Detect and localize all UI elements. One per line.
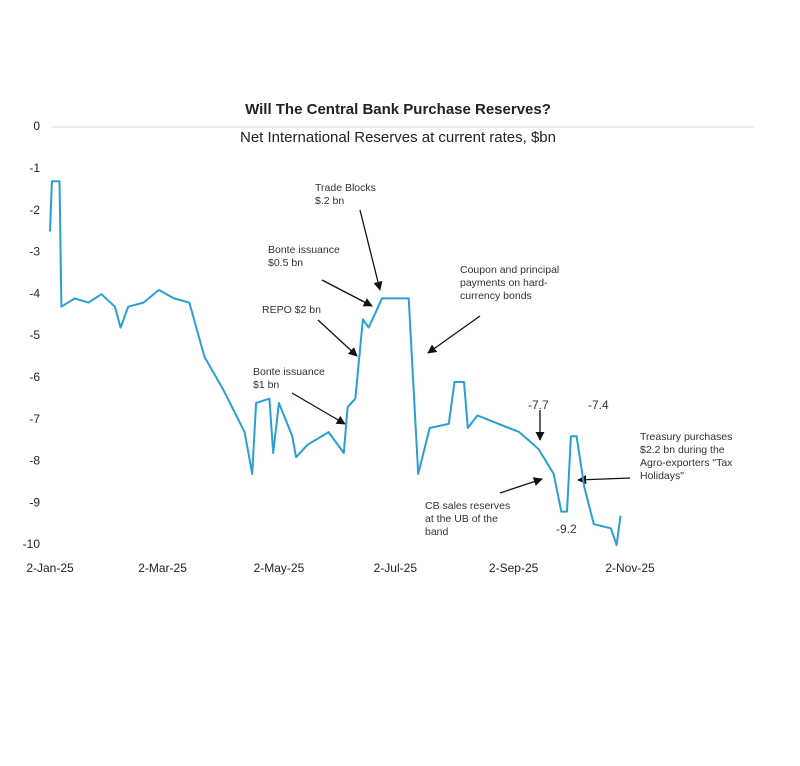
annotation: Coupon and principal bbox=[460, 264, 559, 276]
arrows bbox=[291, 209, 631, 494]
y-tick-label: -3 bbox=[29, 245, 40, 259]
y-tick-label: -4 bbox=[29, 286, 40, 300]
annotation: $1 bn bbox=[253, 379, 279, 391]
annotation: CB sales reserves bbox=[425, 500, 510, 512]
chart-subtitle: Net International Reserves at current ra… bbox=[240, 129, 556, 146]
x-tick-label: 2-Sep-25 bbox=[489, 561, 539, 575]
x-tick-label: 2-Jul-25 bbox=[374, 561, 418, 575]
annotation: Agro-exporters "Tax bbox=[640, 457, 733, 469]
annotation: Bonte issuance bbox=[253, 366, 325, 378]
annotation: -7.4 bbox=[588, 398, 609, 412]
annotation: payments on hard- bbox=[460, 277, 548, 289]
y-tick-label: -10 bbox=[23, 537, 41, 551]
y-tick-label: -8 bbox=[29, 454, 40, 468]
x-tick-label: 2-Nov-25 bbox=[605, 561, 655, 575]
y-tick-label: -6 bbox=[29, 370, 40, 384]
annotation: at the UB of the bbox=[425, 513, 498, 525]
y-tick-label: 0 bbox=[33, 119, 40, 133]
annotation: $0.5 bn bbox=[268, 257, 303, 269]
x-tick-label: 2-Jan-25 bbox=[26, 561, 74, 575]
annotation: Trade Blocks bbox=[315, 182, 376, 194]
chart-title: Will The Central Bank Purchase Reserves? bbox=[245, 101, 551, 118]
annotation: -9.2 bbox=[556, 522, 577, 536]
y-tick-label: -7 bbox=[29, 412, 40, 426]
annotation: $.2 bn bbox=[315, 195, 344, 207]
annotation: Holidays" bbox=[640, 470, 684, 482]
y-tick-label: -5 bbox=[29, 328, 40, 342]
annotation: $2.2 bn during the bbox=[640, 444, 725, 456]
annotation: Bonte issuance bbox=[268, 244, 340, 256]
annotation: Treasury purchases bbox=[640, 431, 732, 443]
y-tick-label: -9 bbox=[29, 495, 40, 509]
annotation: -7.7 bbox=[528, 398, 549, 412]
annotation: REPO $2 bn bbox=[262, 304, 321, 316]
y-tick-label: -1 bbox=[29, 161, 40, 175]
data-line bbox=[49, 180, 622, 546]
annotation: currency bonds bbox=[460, 290, 532, 302]
x-tick-label: 2-May-25 bbox=[254, 561, 305, 575]
y-tick-label: -2 bbox=[29, 203, 40, 217]
annotation: band bbox=[425, 526, 449, 538]
x-tick-label: 2-Mar-25 bbox=[138, 561, 187, 575]
